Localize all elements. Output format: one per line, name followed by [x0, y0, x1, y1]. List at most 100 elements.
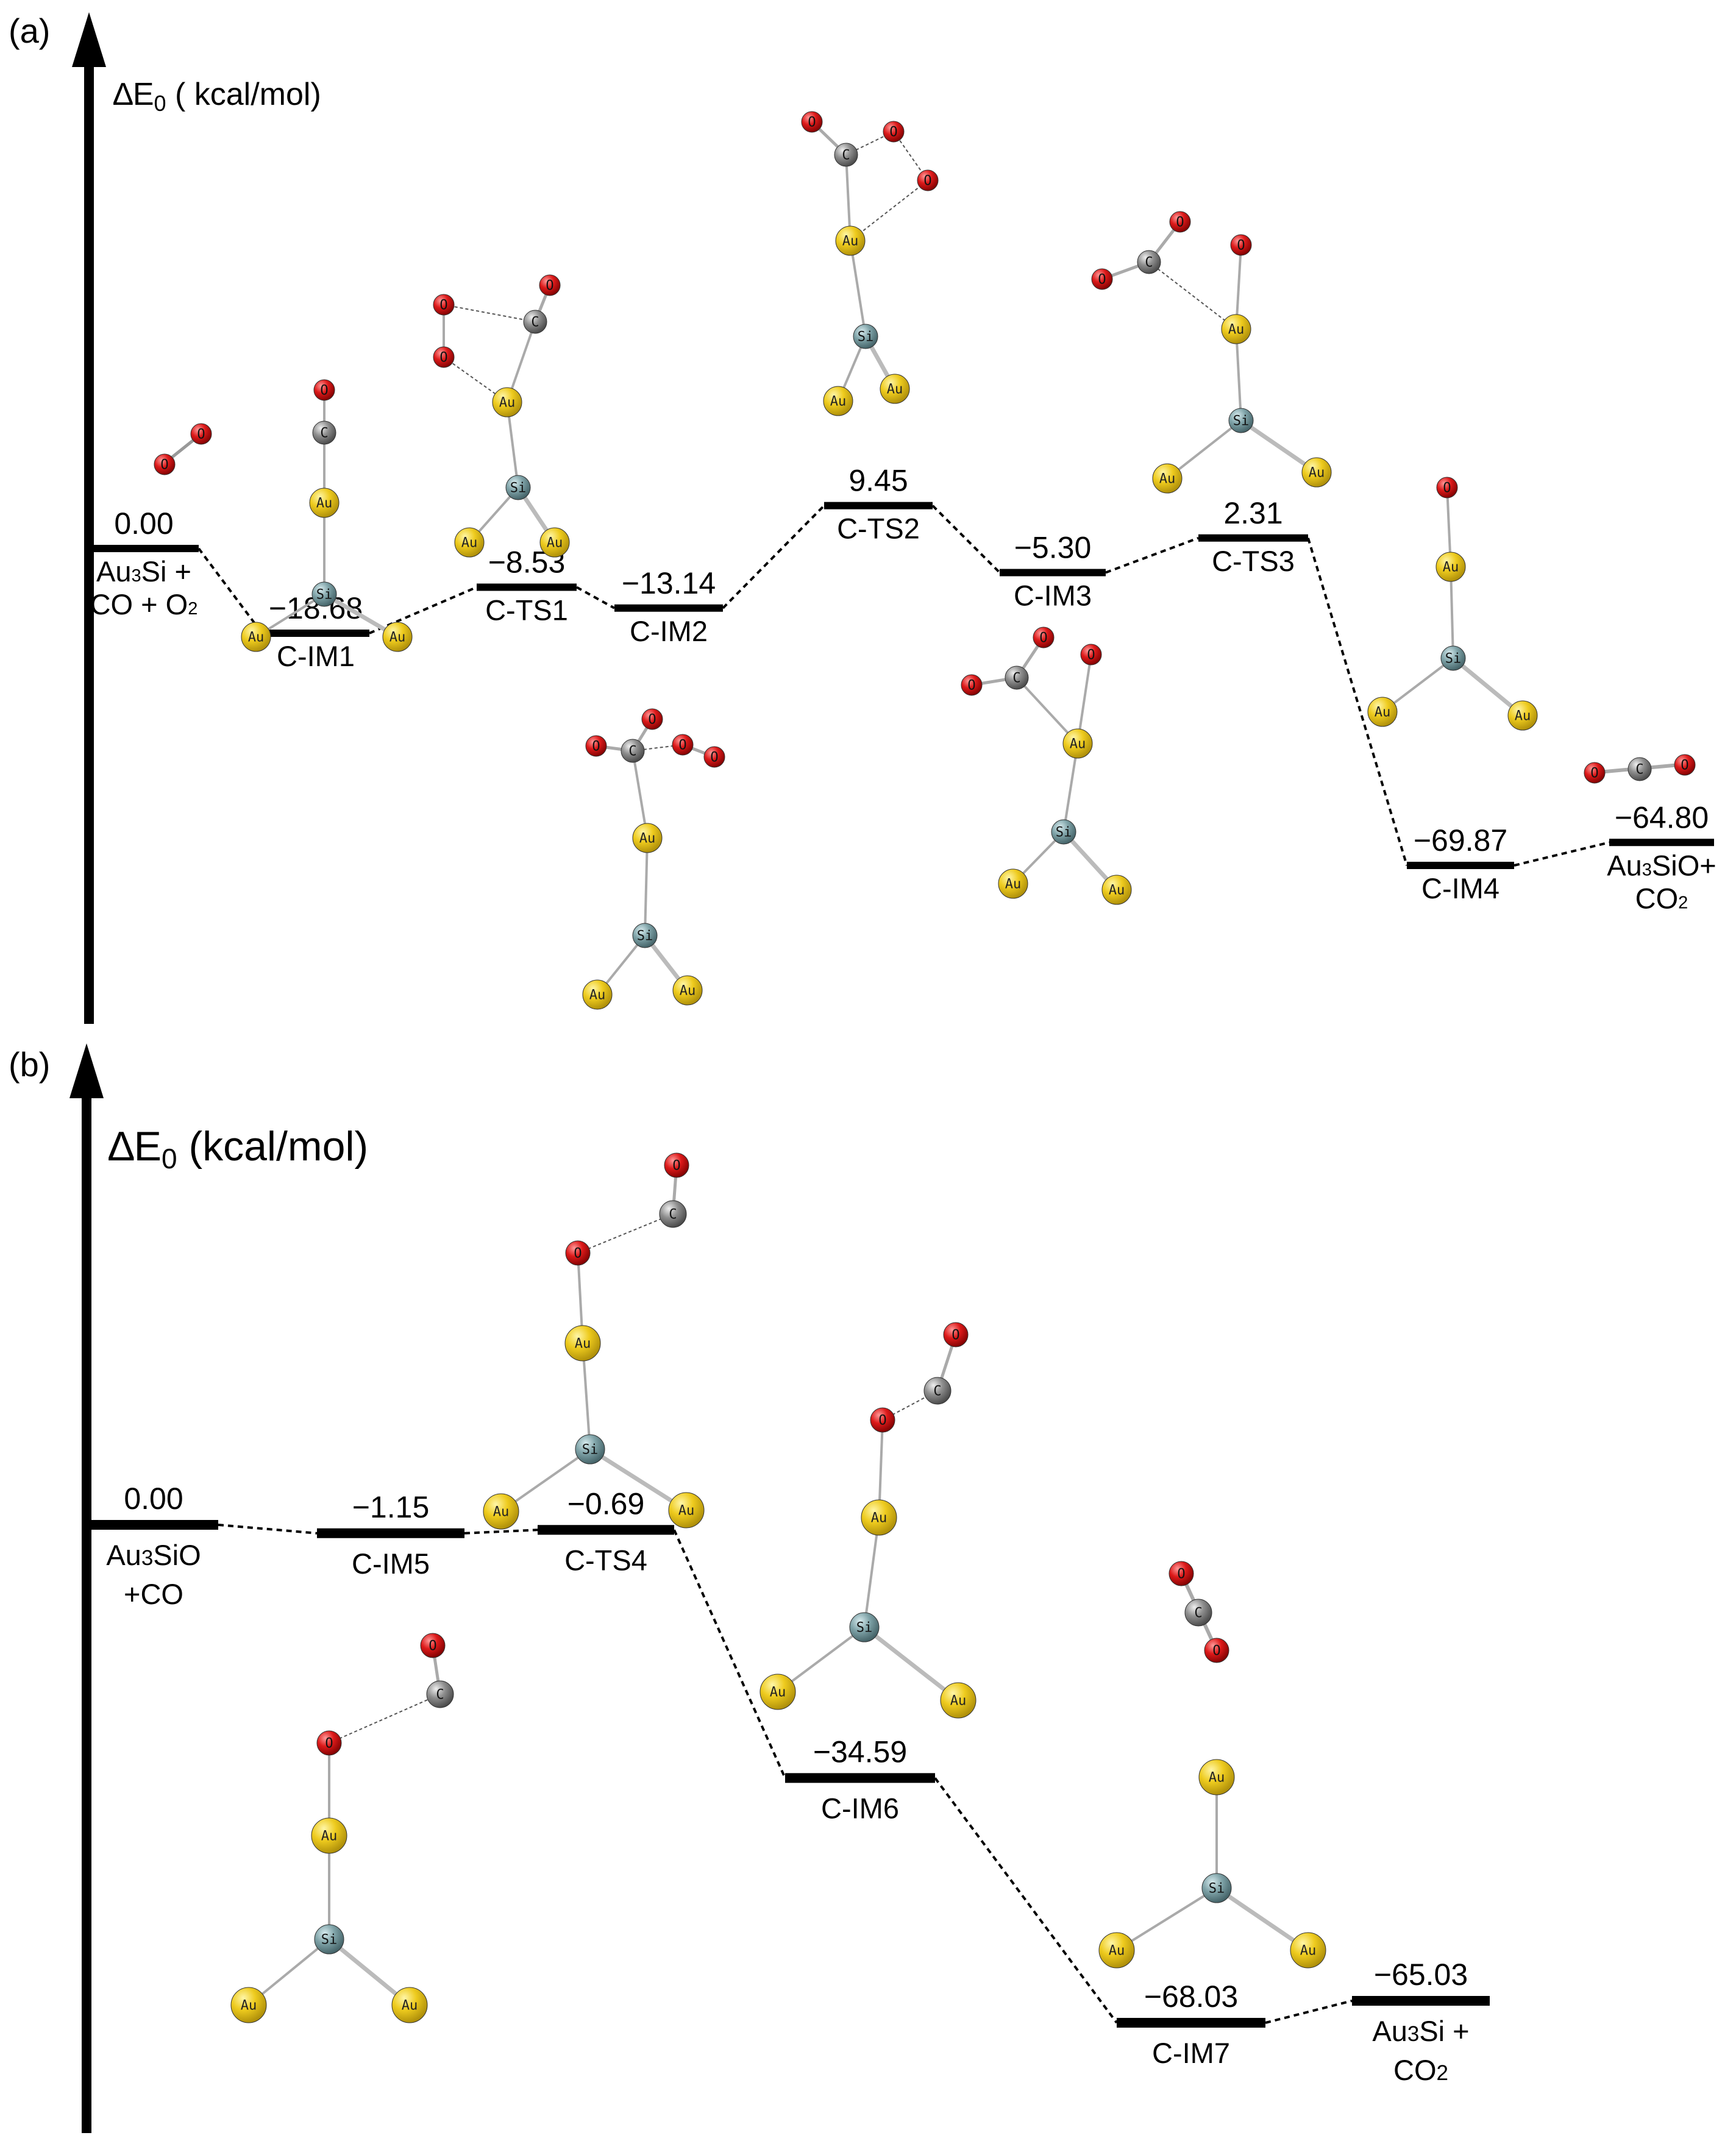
atom-label: Si — [582, 1443, 599, 1458]
connector-reactants-a — [197, 547, 263, 634]
atom-label: Au — [589, 988, 606, 1003]
molecule-co2-a: O C O — [1584, 754, 1696, 784]
atom-label: Au — [1300, 1944, 1317, 1959]
atom-label: Au — [1515, 709, 1531, 724]
atom-label: Au — [950, 1694, 967, 1709]
atom-label: C — [1194, 1606, 1202, 1621]
state-label-reactants-b: +CO — [124, 1578, 183, 1610]
atom-si: Si — [1201, 1873, 1232, 1903]
state-label-c-im1: C-IM1 — [277, 640, 355, 672]
atom-au: Au — [492, 387, 522, 417]
atom-label: Au — [390, 630, 406, 645]
connector-c-im7 — [1265, 2000, 1353, 2024]
atom-au: Au — [835, 225, 866, 256]
atom-au: Au — [391, 1987, 428, 2023]
atom-label: Si — [510, 481, 527, 496]
atom-o: O — [917, 169, 939, 191]
atom-label: Si — [1056, 825, 1072, 840]
atom-label: O — [1443, 481, 1451, 496]
atom-label: O — [878, 1413, 886, 1429]
atom-au: Au — [1098, 1932, 1135, 1969]
atom-label: O — [439, 298, 447, 313]
atom-si: Si — [853, 324, 878, 349]
energy-value-c-im3: −5.30 — [1014, 530, 1092, 564]
atom-o: O — [672, 734, 694, 756]
atom-o: O — [703, 746, 725, 768]
atom-au: Au — [861, 1499, 897, 1536]
atom-o: O — [154, 453, 176, 475]
atom-o: O — [190, 423, 212, 445]
state-label-reactants-b: Au3SiO — [106, 1539, 201, 1571]
panel-b-axis — [69, 1043, 104, 2133]
atom-o: O — [433, 346, 455, 368]
atom-si: Si — [1228, 408, 1254, 433]
state-label-c-im7: C-IM7 — [1152, 2037, 1230, 2069]
atom-label: O — [1212, 1644, 1220, 1659]
atom-label: Au — [241, 1998, 257, 2014]
atom-label: Au — [1209, 1770, 1225, 1786]
atom-au: Au — [880, 374, 910, 404]
atom-label: C — [1145, 255, 1153, 271]
atom-label: O — [1039, 631, 1047, 646]
atom-c: C — [426, 1680, 454, 1708]
atom-o: O — [1080, 644, 1102, 666]
atom-au: Au — [998, 868, 1028, 899]
state-label-c-im4: C-IM4 — [1421, 872, 1499, 904]
energy-value-reactants-b: 0.00 — [124, 1482, 183, 1516]
atom-label: O — [1681, 758, 1688, 773]
atom-label: C — [1635, 762, 1643, 778]
atom-label: O — [1590, 766, 1598, 781]
atom-o: O — [801, 111, 823, 133]
atom-au: Au — [564, 1325, 601, 1362]
atom-label: O — [592, 739, 600, 754]
connector-c-im4 — [1514, 841, 1610, 867]
energy-value-c-im5: −1.15 — [352, 1490, 430, 1524]
molecule-c-im2: O O C O O Au Si Au Au — [582, 708, 725, 1010]
atom-label: O — [648, 712, 656, 728]
atom-label: Au — [1005, 877, 1022, 892]
atom-c: C — [1005, 666, 1029, 690]
panel-b-letter: (b) — [9, 1045, 50, 1084]
atom-o: O — [641, 708, 663, 730]
atom-c: C — [1137, 250, 1161, 274]
molecule-c-im6: O C O Au Si Au Au — [760, 1322, 976, 1719]
molecule-c-im5: O C O Au Si Au Au — [230, 1633, 454, 2023]
energy-value-products-a: −64.80 — [1615, 800, 1709, 834]
atom-au: Au — [760, 1674, 796, 1710]
atom-label: O — [923, 174, 931, 189]
atom-au: Au — [940, 1682, 976, 1719]
connector-c-im1 — [369, 586, 477, 634]
panel-a-letter: (a) — [9, 12, 50, 50]
atom-label: O — [546, 279, 553, 294]
energy-value-c-ts4: −0.69 — [567, 1486, 645, 1521]
connector-c-im2 — [722, 505, 825, 609]
atom-label: Au — [871, 1511, 888, 1526]
molecule-c-ts4: O C O Au Si Au Au — [483, 1152, 705, 1530]
molecule-c-im4: O Au Si Au Au — [1367, 477, 1538, 731]
atom-si: Si — [575, 1434, 605, 1465]
atom-au: Au — [311, 1817, 347, 1854]
atom-c: C — [312, 421, 336, 445]
atom-o: O — [883, 121, 905, 143]
atom-c: C — [523, 310, 547, 334]
molecule-reactant-o2: O O — [154, 423, 212, 475]
panel-a-axis — [72, 12, 106, 1024]
atom-label: Au — [1228, 322, 1245, 338]
energy-value-c-im7: −68.03 — [1144, 1979, 1238, 2014]
state-label-reactants-a: Au3Si + — [96, 555, 191, 588]
atom-o: O — [585, 735, 607, 757]
atom-o: O — [870, 1407, 895, 1433]
atom-au: Au — [632, 823, 663, 853]
atom-o: O — [565, 1240, 591, 1266]
molecule-c-ts3: O C O O Au Si Au Au — [1091, 211, 1332, 494]
energy-value-reactants-a: 0.00 — [114, 506, 173, 541]
molecule-c-im3: O O C O Au Si Au Au — [961, 627, 1132, 905]
atom-si: Si — [1051, 819, 1076, 845]
atom-c: C — [1184, 1599, 1212, 1627]
atom-label: Au — [499, 396, 516, 411]
molecule-c-ts2: O C O O Au Si Au Au — [801, 111, 939, 416]
atom-label: C — [320, 426, 328, 441]
atom-o: O — [1091, 268, 1113, 290]
atom-au: Au — [1101, 875, 1132, 905]
